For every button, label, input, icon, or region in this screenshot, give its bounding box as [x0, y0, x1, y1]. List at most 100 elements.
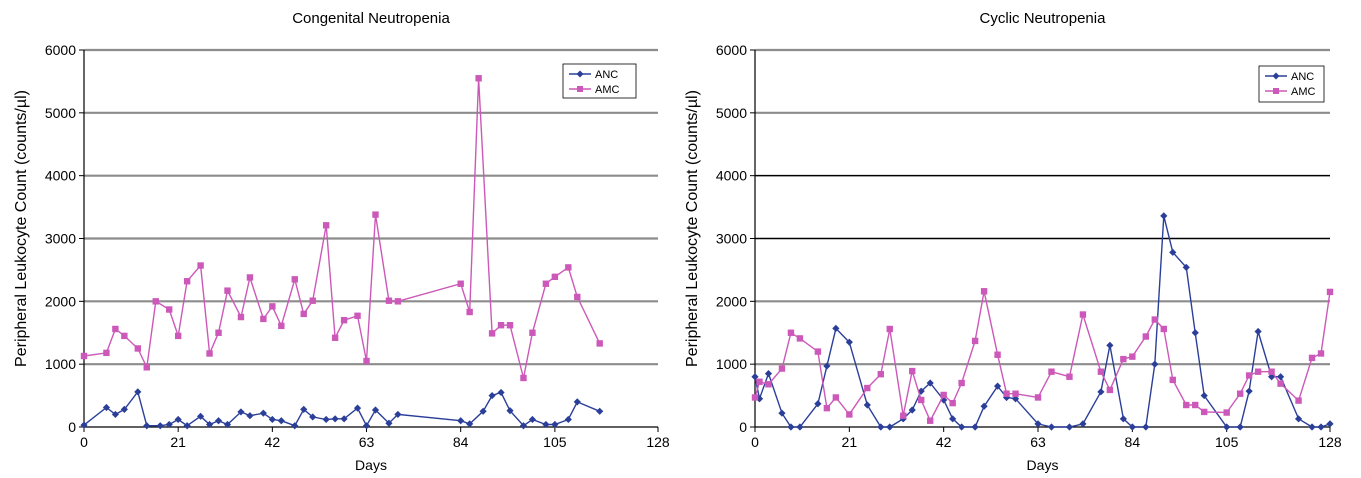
cyclic-neutropenia-chart: 0 1000 2000 3000 4000 5000 6000 0 21 42 63 84 105 128…	[684, 10, 1342, 473]
data-point-anc	[519, 422, 528, 430]
data-point-amc	[224, 287, 231, 294]
data-point-anc	[755, 395, 764, 403]
y-tick-label: 4000	[45, 168, 76, 184]
data-point-amc	[354, 312, 361, 319]
x-tick-label: 128	[646, 434, 670, 450]
legend-marker-anc	[576, 70, 584, 78]
y-tick-label: 3000	[45, 231, 76, 247]
data-point-anc	[1065, 423, 1074, 431]
data-point-anc	[814, 400, 822, 408]
data-point-anc	[196, 412, 205, 420]
series-amc	[751, 288, 1334, 424]
data-point-amc	[372, 211, 379, 218]
data-point-amc	[1254, 368, 1262, 375]
data-point-anc	[863, 401, 871, 409]
y-tick-label: 4000	[716, 168, 747, 184]
data-point-amc	[1277, 380, 1284, 387]
data-point-anc	[528, 415, 537, 424]
x-tick-label: 105	[1215, 434, 1239, 450]
data-point-amc	[246, 274, 254, 281]
data-point-amc	[1097, 368, 1105, 375]
data-point-anc	[300, 405, 308, 414]
data-point-anc	[1119, 415, 1127, 423]
x-tick-label: 0	[751, 434, 759, 450]
data-point-amc	[909, 367, 916, 375]
data-point-anc	[1200, 391, 1208, 400]
data-point-anc	[174, 415, 182, 424]
data-point-anc	[111, 410, 119, 419]
data-point-amc	[260, 315, 267, 323]
data-point-amc	[206, 350, 213, 357]
data-point-amc	[832, 394, 840, 401]
data-point-anc	[796, 423, 804, 431]
data-point-anc	[385, 419, 393, 427]
data-point-amc	[1034, 394, 1042, 401]
x-tick-label: 21	[170, 434, 186, 450]
data-point-anc	[223, 420, 232, 429]
data-point-amc	[529, 329, 536, 336]
data-point-anc	[787, 423, 795, 431]
data-point-anc	[1308, 423, 1316, 431]
y-tick-label: 5000	[716, 105, 747, 121]
legend-box	[1258, 65, 1325, 103]
y-tick-label: 2000	[45, 293, 76, 309]
data-point-amc	[466, 308, 473, 316]
y-tick-label: 6000	[716, 42, 747, 58]
data-point-amc	[756, 378, 763, 385]
data-point-anc	[268, 415, 276, 424]
data-point-anc	[1268, 373, 1276, 381]
data-point-amc	[971, 337, 979, 345]
legend-label-amc: AMC	[595, 84, 620, 96]
data-point-amc	[1295, 397, 1302, 404]
y-tick-label: 6000	[45, 42, 76, 58]
data-point-anc	[205, 420, 214, 429]
data-point-amc	[1183, 401, 1190, 409]
data-point-amc	[394, 298, 402, 305]
data-point-anc	[120, 405, 128, 414]
chart-title: Cyclic Neutropenia	[980, 10, 1107, 27]
y-tick-label: 0	[739, 419, 747, 435]
data-point-anc	[926, 379, 934, 387]
y-axis-label: Peripheral Leukocyte Count (counts/µl)	[13, 90, 30, 367]
data-point-amc	[331, 334, 339, 341]
data-point-anc	[908, 406, 916, 414]
data-point-amc	[197, 262, 204, 269]
data-point-amc	[864, 384, 871, 392]
data-point-amc	[363, 357, 370, 365]
data-point-anc	[1047, 423, 1056, 431]
data-point-amc	[134, 345, 142, 352]
data-point-amc	[596, 340, 603, 347]
data-point-anc	[564, 415, 572, 424]
data-point-anc	[764, 369, 773, 378]
data-point-anc	[497, 388, 505, 397]
data-point-amc	[1326, 288, 1334, 296]
data-point-amc	[269, 303, 276, 310]
data-point-amc	[574, 293, 581, 301]
data-point-anc	[214, 417, 223, 425]
data-point-amc	[994, 351, 1001, 358]
data-point-amc	[152, 298, 159, 305]
legend-marker-amc	[577, 86, 583, 92]
data-point-amc	[900, 412, 907, 419]
data-point-amc	[1106, 386, 1114, 394]
data-point-amc	[309, 297, 316, 304]
data-point-anc	[457, 417, 465, 425]
data-point-amc	[103, 349, 110, 357]
data-point-anc	[573, 398, 581, 406]
data-point-amc	[926, 417, 934, 424]
data-point-anc	[1191, 329, 1199, 337]
data-point-amc	[1308, 354, 1316, 362]
data-point-anc	[1079, 420, 1087, 428]
data-point-anc	[886, 423, 894, 431]
data-point-anc	[877, 423, 885, 431]
data-point-anc	[291, 422, 299, 430]
data-point-anc	[259, 409, 267, 417]
data-point-amc	[291, 276, 298, 283]
data-point-anc	[596, 407, 604, 415]
legend: ANC AMC	[1258, 65, 1325, 103]
data-point-amc	[174, 332, 182, 340]
data-point-anc	[309, 413, 317, 421]
data-point-anc	[1223, 423, 1231, 431]
x-tick-label: 0	[80, 434, 88, 450]
x-tick-label: 42	[265, 434, 281, 450]
